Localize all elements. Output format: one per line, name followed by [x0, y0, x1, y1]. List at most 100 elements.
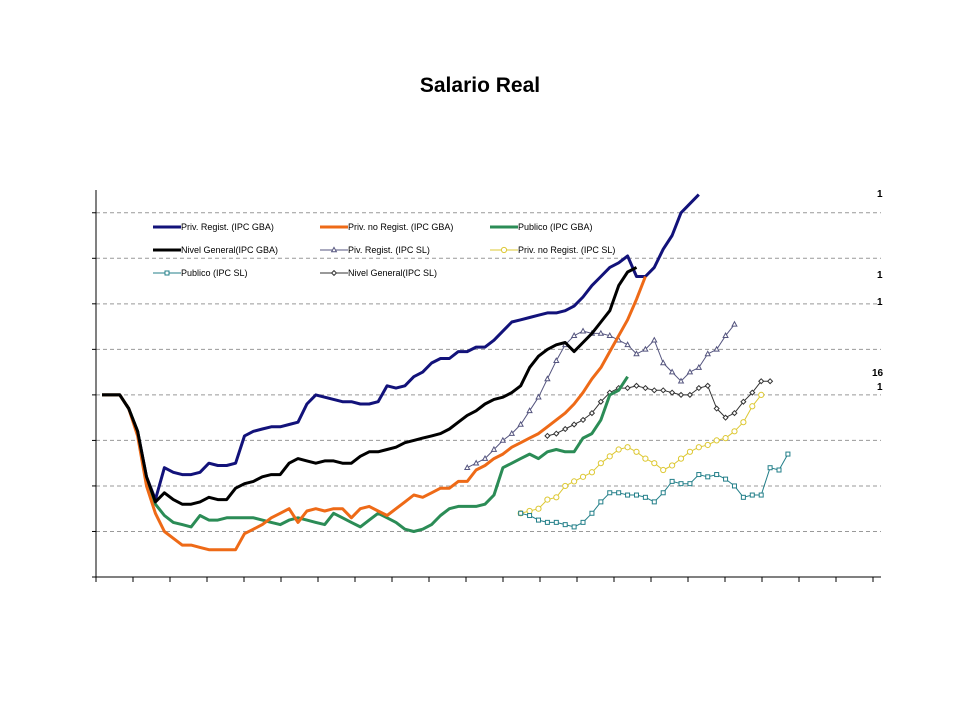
data-point — [785, 451, 791, 457]
data-point — [544, 496, 551, 503]
series-line — [520, 394, 762, 514]
data-point — [526, 507, 533, 515]
data-point — [508, 429, 516, 436]
data-point — [607, 490, 613, 496]
data-point — [714, 472, 720, 478]
series-line — [102, 375, 629, 533]
data-point — [731, 428, 738, 435]
data-point — [606, 332, 614, 338]
end-label: 1 — [877, 270, 883, 281]
legend-marker — [330, 269, 338, 277]
data-point — [749, 389, 756, 396]
data-point — [731, 320, 738, 327]
axes — [92, 190, 881, 582]
end-labels: 1 1 1 16 1 — [872, 189, 884, 393]
data-point — [677, 455, 685, 462]
data-point — [642, 384, 649, 392]
data-point — [687, 481, 693, 487]
legend-item: Publico (IPC GBA) — [490, 222, 593, 232]
legend-label: Priv. no Regist. (IPC GBA) — [348, 222, 453, 232]
data-point — [713, 345, 720, 352]
legend-item: Nivel General(IPC SL) — [320, 268, 437, 278]
data-point — [597, 460, 604, 467]
data-point — [749, 492, 755, 498]
series-3 — [102, 375, 629, 533]
legend-label: Priv. no Regist. (IPC SL) — [518, 245, 615, 255]
data-point — [704, 382, 711, 389]
legend-label: Publico (IPC GBA) — [518, 222, 593, 232]
legend-item: Piv. Regist. (IPC SL) — [320, 245, 430, 255]
data-point — [642, 345, 649, 352]
data-point — [767, 465, 773, 471]
end-label: 1 — [877, 189, 883, 200]
data-point — [579, 416, 587, 424]
data-point — [481, 454, 489, 461]
data-point — [669, 462, 676, 469]
data-point — [633, 492, 639, 498]
legend-label: Piv. Regist. (IPC SL) — [348, 245, 430, 255]
series-8 — [544, 378, 774, 439]
legend-item: Priv. Regist. (IPC GBA) — [153, 222, 274, 232]
data-point — [472, 459, 480, 466]
legend-marker — [164, 270, 170, 276]
data-point — [704, 350, 711, 357]
legend-item: Priv. no Regist. (IPC GBA) — [320, 222, 453, 232]
data-point — [704, 441, 711, 449]
data-point — [695, 363, 703, 370]
data-point — [553, 430, 560, 437]
series-group — [102, 193, 791, 552]
data-point — [535, 517, 541, 523]
data-point — [660, 387, 667, 394]
data-point — [553, 357, 560, 364]
data-point — [615, 446, 622, 453]
chart-title: Salario Real — [419, 74, 541, 97]
data-point — [651, 387, 658, 394]
data-point — [463, 464, 471, 471]
data-point — [686, 368, 694, 375]
data-point — [606, 453, 613, 460]
series-line — [547, 380, 771, 437]
data-point — [722, 332, 729, 338]
data-point — [758, 378, 765, 385]
data-point — [535, 393, 542, 400]
data-point — [660, 466, 667, 474]
series-line — [102, 275, 647, 552]
data-point — [624, 384, 631, 392]
data-point — [633, 382, 640, 389]
data-point — [651, 460, 658, 467]
end-label: 1 — [877, 297, 883, 308]
data-point — [758, 391, 765, 398]
data-point — [678, 481, 684, 487]
gridlines — [96, 212, 881, 532]
data-point — [686, 391, 694, 398]
data-point — [624, 444, 631, 451]
data-point — [705, 474, 711, 480]
data-point — [740, 419, 747, 426]
legend-label: Nivel General(IPC GBA) — [181, 245, 278, 255]
data-point — [758, 492, 764, 498]
series-7 — [518, 451, 791, 530]
data-point — [642, 455, 649, 462]
data-point — [624, 341, 631, 348]
data-point — [597, 398, 604, 405]
data-point — [589, 510, 595, 516]
data-point — [669, 389, 676, 396]
data-point — [642, 494, 648, 500]
data-point — [570, 332, 578, 338]
series-5 — [463, 320, 738, 471]
data-point — [677, 391, 685, 398]
data-point — [660, 490, 666, 496]
data-point — [625, 492, 631, 498]
legend-marker — [330, 246, 338, 253]
data-point — [740, 398, 747, 405]
end-label: 1 — [877, 382, 883, 393]
data-point — [579, 327, 587, 334]
data-point — [686, 448, 694, 455]
series-4 — [102, 266, 638, 506]
data-point — [588, 469, 596, 476]
data-point — [659, 359, 667, 366]
series-2 — [102, 275, 647, 552]
data-point — [749, 403, 756, 410]
legend-label: Publico (IPC SL) — [181, 268, 248, 278]
